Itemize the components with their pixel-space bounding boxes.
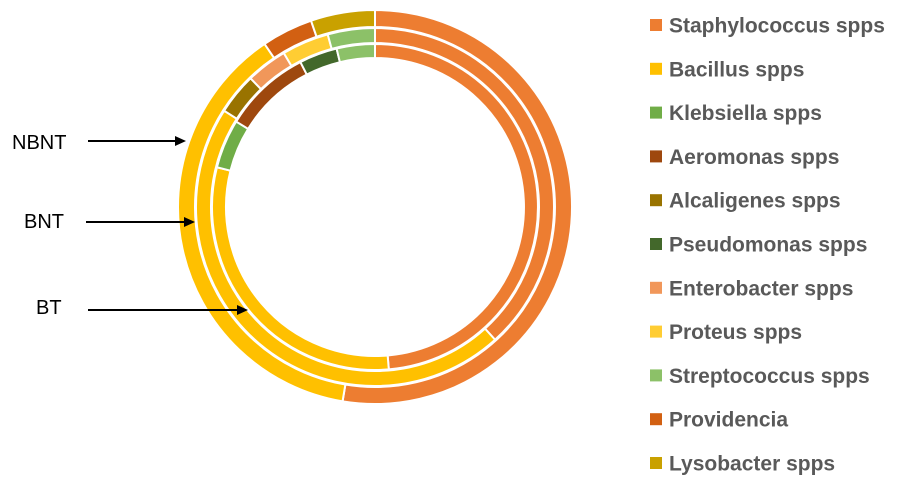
ring-label-bt: BT xyxy=(36,297,62,319)
legend-item-lysobacter-spps: Lysobacter spps xyxy=(650,453,835,476)
legend-item-bacillus-spps: Bacillus spps xyxy=(650,58,804,81)
legend: Staphylococcus spps Bacillus spps Klebsiel… xyxy=(650,15,885,476)
ring-label-bnt: BNT xyxy=(24,211,64,233)
legend-item-klebsiella-spps: Klebsiella spps xyxy=(650,102,822,125)
legend-item-streptococcus-spps: Streptococcus spps xyxy=(650,365,870,388)
arrow-head-bt xyxy=(237,305,248,315)
legend-item-pseudomonas-spps: Pseudomonas spps xyxy=(650,234,867,257)
legend-label: Aeromonas spps xyxy=(669,146,839,169)
ring-label-nbnt: NBNT xyxy=(12,132,66,154)
legend-label: Bacillus spps xyxy=(669,58,804,81)
ring-label-group-bt: BT xyxy=(36,297,248,319)
legend-label: Enterobacter spps xyxy=(669,277,853,300)
legend-label: Proteus spps xyxy=(669,321,802,344)
legend-item-alcaligenes-spps: Alcaligenes spps xyxy=(650,190,841,213)
legend-label: Pseudomonas spps xyxy=(669,234,867,257)
legend-swatch xyxy=(650,457,662,469)
ring-label-group-bnt: BNT xyxy=(24,211,195,233)
legend-label: Alcaligenes spps xyxy=(669,190,841,213)
legend-label: Providencia xyxy=(669,409,788,432)
legend-swatch xyxy=(650,369,662,382)
legend-item-staphylococcus-spps: Staphylococcus spps xyxy=(650,15,885,38)
legend-swatch xyxy=(650,62,662,75)
rings xyxy=(177,8,573,405)
legend-swatch xyxy=(650,325,662,338)
legend-swatch xyxy=(650,150,662,163)
legend-label: Klebsiella spps xyxy=(669,102,822,125)
legend-label: Staphylococcus spps xyxy=(669,15,885,38)
legend-item-providencia: Providencia xyxy=(650,409,788,432)
arrow-head-bnt xyxy=(184,217,195,227)
legend-swatch xyxy=(650,19,662,31)
legend-item-aeromonas-spps: Aeromonas spps xyxy=(650,146,839,169)
legend-item-enterobacter-spps: Enterobacter spps xyxy=(650,277,853,300)
ring-label-group-nbnt: NBNT xyxy=(12,132,186,154)
arrow-head-nbnt xyxy=(175,136,186,146)
legend-label: Streptococcus spps xyxy=(669,365,870,388)
legend-swatch xyxy=(650,106,662,119)
legend-item-proteus-spps: Proteus spps xyxy=(650,321,802,344)
legend-swatch xyxy=(650,413,662,426)
legend-swatch xyxy=(650,238,662,250)
legend-swatch xyxy=(650,281,662,294)
legend-label: Lysobacter spps xyxy=(669,453,835,476)
slice-bt-streptococcus-spps xyxy=(335,42,376,64)
legend-swatch xyxy=(650,194,662,207)
